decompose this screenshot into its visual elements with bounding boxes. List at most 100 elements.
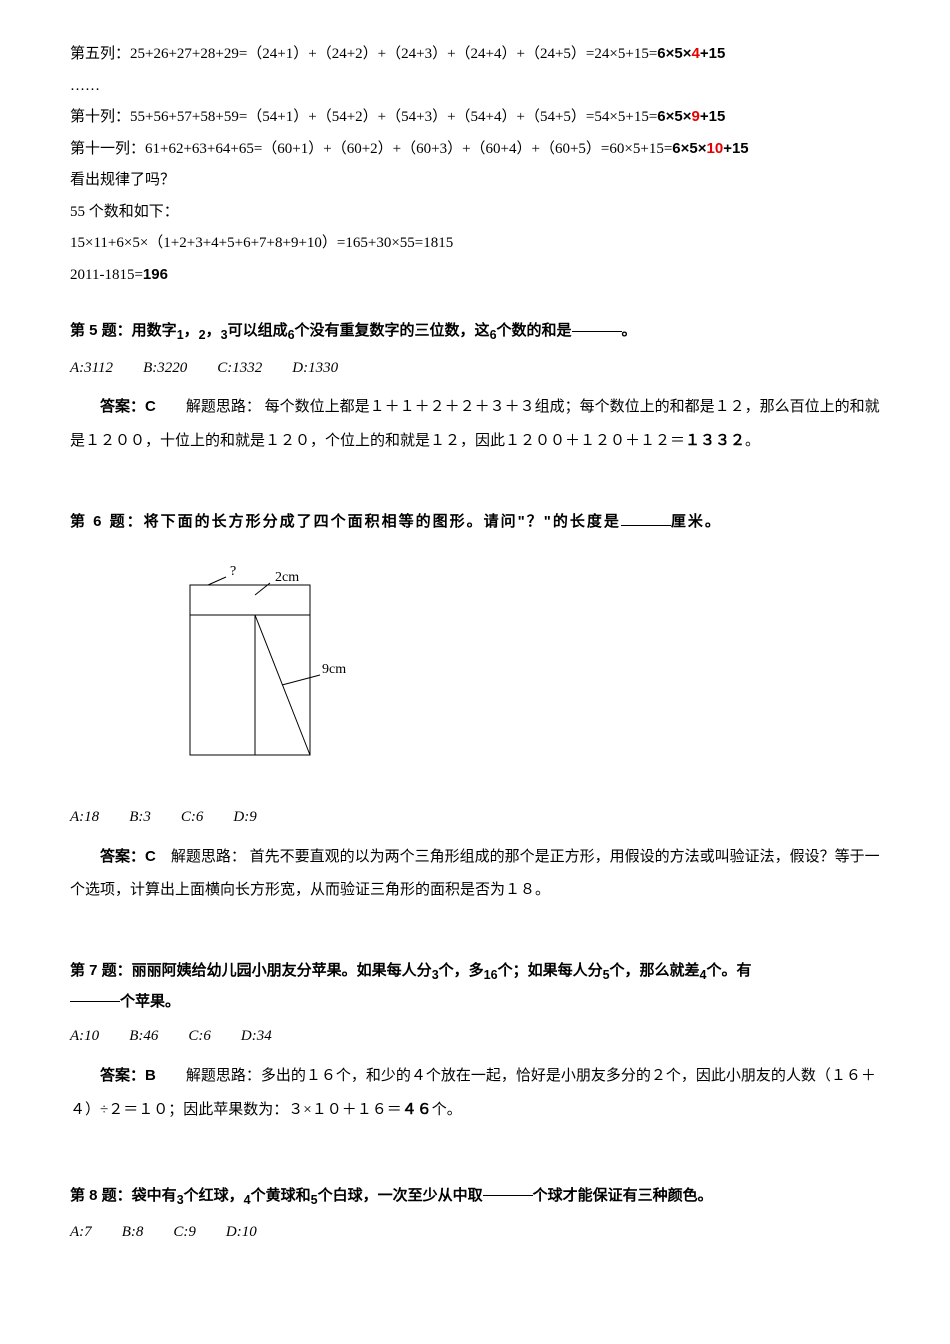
option-a: A: xyxy=(70,1224,84,1240)
option-b: B: xyxy=(129,1028,143,1044)
blank-line xyxy=(572,331,622,332)
q-text: 个。有 xyxy=(707,962,752,979)
q-text: 可以组成 xyxy=(228,322,288,339)
q-num: 2 xyxy=(199,328,206,342)
question-7-title: 第 7 题：丽丽阿姨给幼儿园小朋友分苹果。如果每人分3个，多16个；如果每人分5… xyxy=(70,957,880,1016)
calc-text: 第五列：25+26+27+28+29=（24+1）+（24+2）+（24+3）+… xyxy=(70,46,657,62)
calc-bold: +15 xyxy=(700,45,725,62)
calc-red: 9 xyxy=(692,108,700,125)
calc-sum: 15×11+6×5×（1+2+3+4+5+6+7+8+9+10）=165+30×… xyxy=(70,229,880,258)
blank-line xyxy=(621,525,671,526)
q-text: 。 xyxy=(622,322,637,339)
answer-label: 答案：B xyxy=(100,1067,156,1084)
option-a: A: xyxy=(70,1028,84,1044)
q-num: 3 xyxy=(432,968,439,982)
q-text: 个；如果每人分 xyxy=(498,962,603,979)
q-text: 个红球， xyxy=(184,1187,244,1204)
answer-text: 解题思路：多出的１６个，和少的４个放在一起，恰好是小朋友多分的２个，因此小朋友的… xyxy=(70,1068,876,1118)
calc-line-10: 第十列：55+56+57+58+59=（54+1）+（54+2）+（54+3）+… xyxy=(70,103,880,132)
question-6-title: 第 6 题：将下面的长方形分成了四个面积相等的图形。请问"？"的长度是厘米。 xyxy=(70,508,880,537)
option-value: 10 xyxy=(242,1224,257,1240)
option-value: 46 xyxy=(143,1028,158,1044)
q-text: 第 8 题：袋中有 xyxy=(70,1187,177,1204)
option-value: 1332 xyxy=(232,360,262,376)
answer-bold: １３３２ xyxy=(685,432,745,449)
q-text: 个数的和是 xyxy=(497,322,572,339)
calc-red: 10 xyxy=(707,140,724,157)
q-num: 4 xyxy=(700,968,707,982)
q-num: 16 xyxy=(484,968,498,982)
q-text: ， xyxy=(206,322,221,339)
q-text: 第 6 题：将下面的长方形分成了四个面积相等的图形。请问"？"的长度是 xyxy=(70,513,621,530)
q-text: 个，多 xyxy=(439,962,484,979)
blank-line xyxy=(483,1195,533,1196)
label-2cm: 2cm xyxy=(275,570,299,585)
calc-final: 2011-1815=196 xyxy=(70,261,880,290)
option-d: D: xyxy=(233,809,249,825)
answer-text: 。 xyxy=(745,433,760,449)
option-value: 1330 xyxy=(308,360,338,376)
question-7-options: A:10 B:46 C:6 D:34 xyxy=(70,1022,880,1051)
option-c: C: xyxy=(217,360,232,376)
option-d: D: xyxy=(226,1224,242,1240)
answer-label: 答案：C xyxy=(100,848,156,865)
question-8-options: A:7 B:8 C:9 D:10 xyxy=(70,1218,880,1247)
calc-text: 第十列：55+56+57+58+59=（54+1）+（54+2）+（54+3）+… xyxy=(70,109,657,125)
answer-text: 个。 xyxy=(432,1102,462,1118)
question-5-title: 第 5 题：用数字1，2，3可以组成6个没有重复数字的三位数，这6个数的和是。 xyxy=(70,317,880,348)
q-num: 6 xyxy=(490,328,497,342)
calc-bold: 196 xyxy=(143,266,168,283)
calc-bold: 6×5× xyxy=(657,45,691,62)
answer-label: 答案：C xyxy=(100,398,156,415)
question-5-answer: 答案：C 解题思路： 每个数位上都是１＋１＋２＋２＋３＋３组成；每个数位上的和都… xyxy=(70,390,880,458)
calc-dots: …… xyxy=(70,72,880,101)
calc-q: 看出规律了吗？ xyxy=(70,166,880,195)
option-c: C: xyxy=(181,809,196,825)
option-value: 3220 xyxy=(157,360,187,376)
question-6-options: A:18 B:3 C:6 D:9 xyxy=(70,803,880,832)
q-mark: ? xyxy=(230,564,236,579)
q-num: 5 xyxy=(311,1193,318,1207)
option-value: 6 xyxy=(196,809,204,825)
option-b: B: xyxy=(143,360,157,376)
q-text: 个没有重复数字的三位数，这 xyxy=(295,322,490,339)
q-num: 6 xyxy=(288,328,295,342)
q-text: 第 7 题：丽丽阿姨给幼儿园小朋友分苹果。如果每人分 xyxy=(70,962,432,979)
rectangle-diagram: ? 2cm 9cm xyxy=(170,555,370,775)
question-6-answer: 答案：C 解题思路： 首先不要直观的以为两个三角形组成的那个是正方形，用假设的方… xyxy=(70,840,880,907)
option-a: A: xyxy=(70,809,84,825)
option-a: A: xyxy=(70,360,84,376)
calc-line-11: 第十一列：61+62+63+64+65=（60+1）+（60+2）+（60+3）… xyxy=(70,135,880,164)
question-7-answer: 答案：B 解题思路：多出的１６个，和少的４个放在一起，恰好是小朋友多分的２个，因… xyxy=(70,1059,880,1127)
q-text: 第 5 题：用数字 xyxy=(70,322,177,339)
q-text: 个，那么就差 xyxy=(610,962,700,979)
answer-text: 解题思路： 首先不要直观的以为两个三角形组成的那个是正方形，用假设的方法或叫验证… xyxy=(70,849,880,898)
question-8-title: 第 8 题：袋中有3个红球，4个黄球和5个白球，一次至少从中取个球才能保证有三种… xyxy=(70,1182,880,1213)
q-num: 5 xyxy=(603,968,610,982)
option-value: 6 xyxy=(203,1028,211,1044)
q-text: ， xyxy=(184,322,199,339)
label-9cm: 9cm xyxy=(322,662,346,677)
q-text: 个黄球和 xyxy=(251,1187,311,1204)
option-value: 9 xyxy=(188,1224,196,1240)
option-b: B: xyxy=(122,1224,136,1240)
calc-sum-label: 55 个数和如下： xyxy=(70,198,880,227)
option-value: 34 xyxy=(257,1028,272,1044)
option-value: 8 xyxy=(136,1224,144,1240)
blank-line xyxy=(70,1001,120,1002)
option-value: 3112 xyxy=(84,360,113,376)
option-d: D: xyxy=(292,360,308,376)
q-num: 3 xyxy=(221,328,228,342)
option-value: 7 xyxy=(84,1224,92,1240)
answer-bold: ４６ xyxy=(402,1101,432,1118)
q-text: 个白球，一次至少从中取 xyxy=(318,1187,483,1204)
q-text: 个苹果。 xyxy=(120,993,180,1010)
option-value: 9 xyxy=(249,809,257,825)
option-b: B: xyxy=(129,809,143,825)
q-num: 4 xyxy=(244,1193,251,1207)
q-num: 3 xyxy=(177,1193,184,1207)
question-5-options: A:3112 B:3220 C:1332 D:1330 xyxy=(70,354,880,383)
option-d: D: xyxy=(241,1028,257,1044)
calc-line-5: 第五列：25+26+27+28+29=（24+1）+（24+2）+（24+3）+… xyxy=(70,40,880,69)
calc-bold: +15 xyxy=(700,108,725,125)
